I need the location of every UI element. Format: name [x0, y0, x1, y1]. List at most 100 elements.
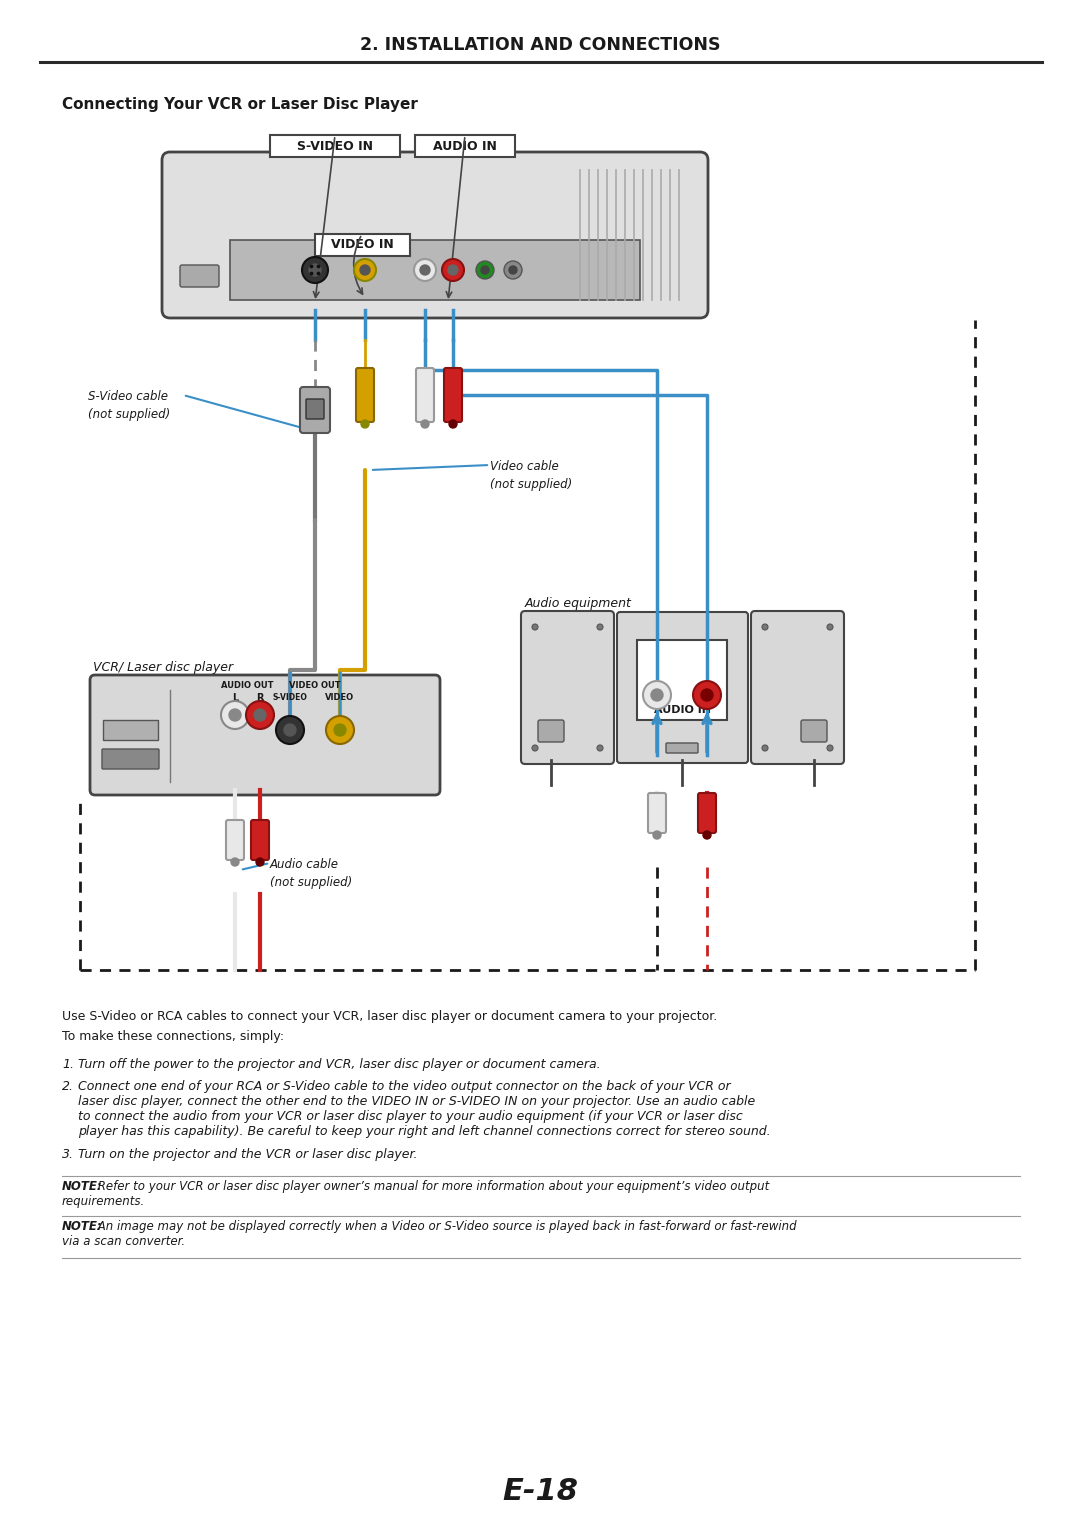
Text: S-VIDEO IN: S-VIDEO IN — [297, 139, 373, 153]
Text: VIDEO OUT: VIDEO OUT — [289, 682, 341, 691]
Text: via a scan converter.: via a scan converter. — [62, 1235, 185, 1248]
Circle shape — [701, 690, 713, 700]
Bar — [103, 720, 158, 740]
Circle shape — [276, 716, 303, 745]
FancyBboxPatch shape — [226, 820, 244, 859]
Circle shape — [354, 258, 376, 281]
FancyBboxPatch shape — [90, 674, 440, 795]
FancyBboxPatch shape — [162, 151, 708, 318]
FancyBboxPatch shape — [416, 368, 434, 422]
Text: Connecting Your VCR or Laser Disc Player: Connecting Your VCR or Laser Disc Player — [62, 98, 418, 113]
Text: 2.: 2. — [62, 1079, 75, 1093]
Circle shape — [442, 258, 464, 281]
Text: Turn off the power to the projector and VCR, laser disc player or document camer: Turn off the power to the projector and … — [78, 1058, 600, 1070]
Circle shape — [334, 725, 346, 735]
Text: VIDEO: VIDEO — [325, 694, 354, 702]
FancyBboxPatch shape — [751, 612, 843, 764]
Text: L: L — [232, 693, 238, 703]
Text: Refer to your VCR or laser disc player owner’s manual for more information about: Refer to your VCR or laser disc player o… — [94, 1180, 769, 1193]
Circle shape — [256, 858, 264, 865]
Circle shape — [360, 265, 370, 275]
FancyBboxPatch shape — [306, 399, 324, 419]
Circle shape — [229, 709, 241, 722]
Circle shape — [597, 624, 603, 630]
Circle shape — [532, 745, 538, 751]
Text: VIDEO IN: VIDEO IN — [330, 239, 393, 251]
Text: Turn on the projector and the VCR or laser disc player.: Turn on the projector and the VCR or las… — [78, 1148, 418, 1161]
Circle shape — [302, 257, 328, 283]
Text: Audio equipment: Audio equipment — [525, 596, 632, 610]
Text: An image may not be displayed correctly when a Video or S-Video source is played: An image may not be displayed correctly … — [94, 1220, 797, 1232]
Text: E-18: E-18 — [502, 1477, 578, 1506]
Text: R: R — [256, 693, 264, 703]
Circle shape — [221, 700, 249, 729]
Text: NOTE:: NOTE: — [62, 1220, 103, 1232]
Circle shape — [448, 265, 458, 275]
Text: 2. INSTALLATION AND CONNECTIONS: 2. INSTALLATION AND CONNECTIONS — [360, 37, 720, 54]
Text: Audio cable
(not supplied): Audio cable (not supplied) — [270, 858, 352, 888]
Circle shape — [449, 420, 457, 428]
Circle shape — [414, 258, 436, 281]
Text: To make these connections, simply:: To make these connections, simply: — [62, 1031, 284, 1043]
Circle shape — [361, 420, 369, 428]
FancyBboxPatch shape — [300, 387, 330, 433]
Text: S-VIDEO: S-VIDEO — [272, 694, 308, 702]
Circle shape — [310, 272, 313, 275]
FancyBboxPatch shape — [538, 720, 564, 742]
Circle shape — [254, 709, 266, 722]
FancyBboxPatch shape — [666, 743, 698, 752]
Circle shape — [326, 716, 354, 745]
Text: AUDIO OUT: AUDIO OUT — [221, 682, 273, 691]
Circle shape — [246, 700, 274, 729]
Text: Video cable
(not supplied): Video cable (not supplied) — [490, 460, 572, 491]
Circle shape — [693, 680, 721, 709]
Circle shape — [532, 624, 538, 630]
Text: L: L — [653, 690, 661, 700]
Circle shape — [597, 745, 603, 751]
Circle shape — [421, 420, 429, 428]
Text: S-Video cable
(not supplied): S-Video cable (not supplied) — [87, 390, 171, 420]
FancyBboxPatch shape — [180, 265, 219, 287]
Circle shape — [309, 265, 321, 277]
Circle shape — [643, 680, 671, 709]
FancyBboxPatch shape — [521, 612, 615, 764]
Circle shape — [703, 830, 711, 839]
FancyBboxPatch shape — [251, 820, 269, 859]
Text: VCR/ Laser disc player: VCR/ Laser disc player — [93, 662, 233, 674]
Text: Use S-Video or RCA cables to connect your VCR, laser disc player or document cam: Use S-Video or RCA cables to connect you… — [62, 1011, 717, 1023]
Circle shape — [504, 261, 522, 278]
Circle shape — [762, 745, 768, 751]
Text: laser disc player, connect the other end to the VIDEO IN or S-VIDEO IN on your p: laser disc player, connect the other end… — [78, 1095, 755, 1109]
FancyBboxPatch shape — [415, 135, 515, 157]
Circle shape — [420, 265, 430, 275]
Text: 1.: 1. — [62, 1058, 75, 1070]
Text: to connect the audio from your VCR or laser disc player to your audio equipment : to connect the audio from your VCR or la… — [78, 1110, 743, 1122]
Text: R: R — [703, 690, 712, 700]
Circle shape — [318, 272, 320, 275]
FancyBboxPatch shape — [356, 368, 374, 422]
FancyBboxPatch shape — [698, 794, 716, 833]
Text: requirements.: requirements. — [62, 1196, 145, 1208]
FancyBboxPatch shape — [648, 794, 666, 833]
Circle shape — [651, 690, 663, 700]
FancyBboxPatch shape — [270, 135, 400, 157]
Circle shape — [284, 725, 296, 735]
Bar — [230, 240, 640, 300]
Circle shape — [827, 745, 833, 751]
FancyBboxPatch shape — [315, 234, 410, 255]
Circle shape — [653, 830, 661, 839]
Text: NOTE:: NOTE: — [62, 1180, 103, 1193]
Circle shape — [481, 266, 489, 274]
Circle shape — [827, 624, 833, 630]
FancyBboxPatch shape — [801, 720, 827, 742]
Circle shape — [762, 624, 768, 630]
FancyBboxPatch shape — [102, 749, 159, 769]
Circle shape — [231, 858, 239, 865]
Text: 3.: 3. — [62, 1148, 75, 1161]
Circle shape — [318, 265, 320, 268]
Text: AUDIO IN: AUDIO IN — [653, 705, 711, 716]
Text: player has this capability). Be careful to keep your right and left channel conn: player has this capability). Be careful … — [78, 1125, 771, 1138]
Circle shape — [310, 265, 313, 268]
FancyBboxPatch shape — [617, 612, 748, 763]
FancyBboxPatch shape — [637, 641, 727, 720]
